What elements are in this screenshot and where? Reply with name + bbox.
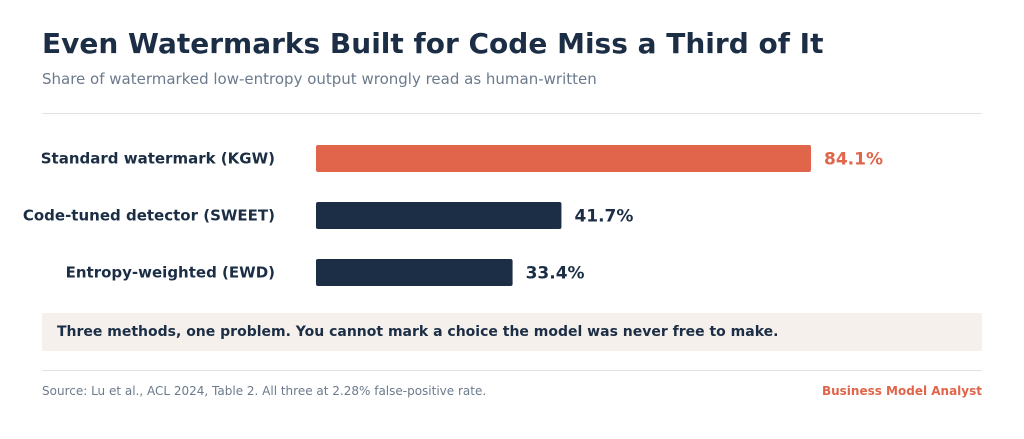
- source-note: Source: Lu et al., ACL 2024, Table 2. Al…: [42, 384, 487, 398]
- callout-box: Three methods, one problem. You cannot m…: [42, 313, 982, 351]
- value-label: 33.4%: [526, 264, 585, 284]
- category-label: Standard watermark (KGW): [41, 150, 275, 168]
- chart-subtitle: Share of watermarked low-entropy output …: [42, 70, 597, 88]
- value-label: 41.7%: [574, 207, 633, 227]
- top-divider: [42, 113, 982, 114]
- bar: [316, 145, 811, 172]
- value-label: 84.1%: [824, 150, 883, 170]
- chart-title: Even Watermarks Built for Code Miss a Th…: [42, 27, 824, 60]
- bottom-divider: [42, 370, 982, 371]
- callout-text: Three methods, one problem. You cannot m…: [57, 324, 779, 340]
- category-label: Entropy-weighted (EWD): [66, 264, 275, 282]
- category-label: Code-tuned detector (SWEET): [23, 207, 275, 225]
- brand-credit: Business Model Analyst: [821, 384, 982, 398]
- bar: [316, 259, 513, 286]
- bar: [316, 202, 562, 229]
